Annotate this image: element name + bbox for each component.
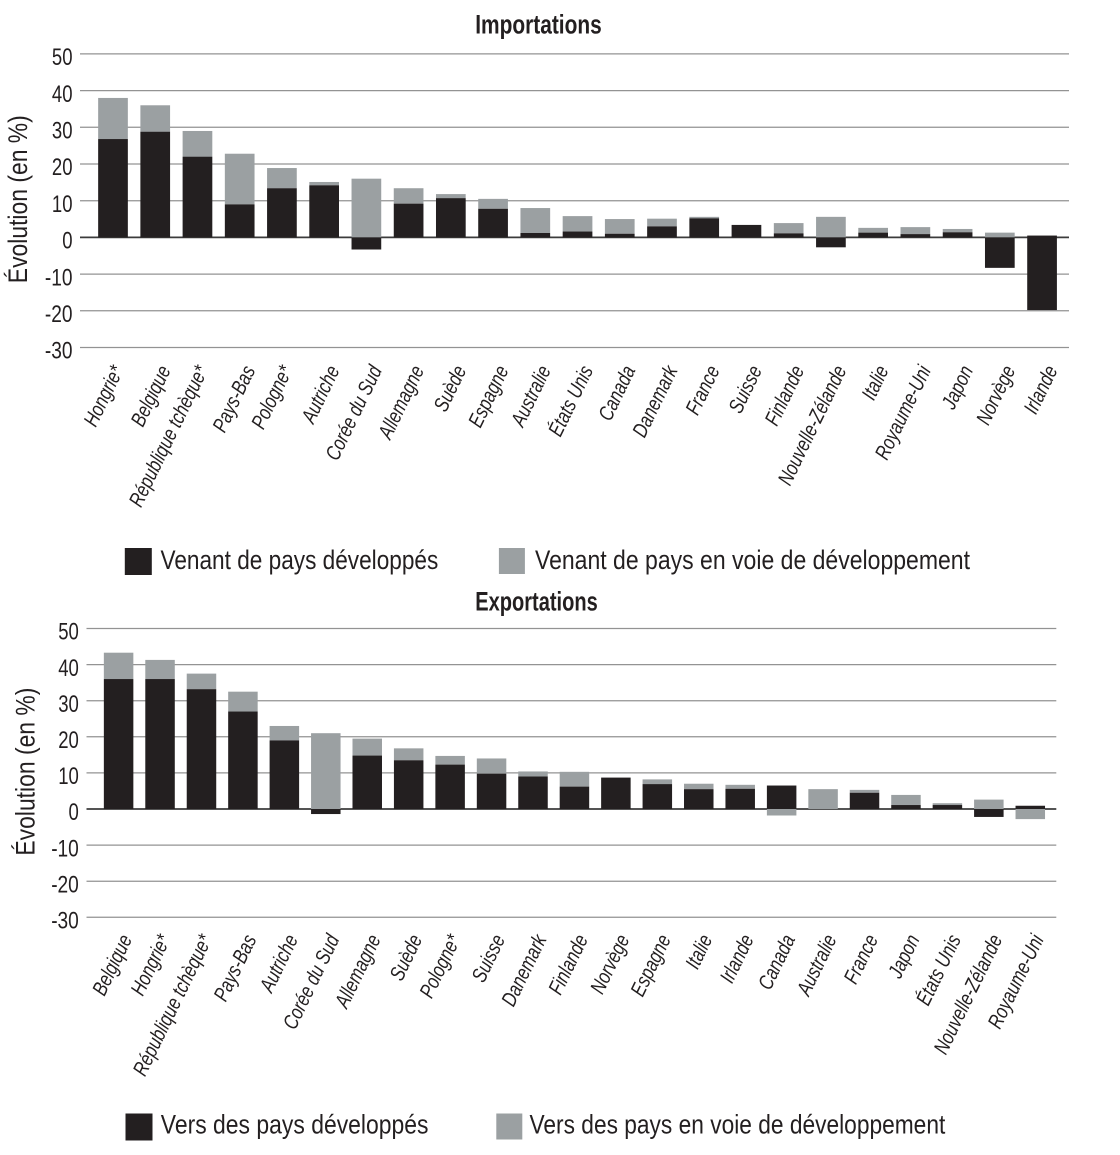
svg-text:40: 40: [58, 655, 79, 682]
svg-text:Suède: Suède: [430, 362, 472, 415]
svg-text:Évolution (en %): Évolution (en %): [3, 115, 33, 283]
svg-text:40: 40: [52, 81, 73, 108]
svg-text:-20: -20: [51, 871, 79, 898]
svg-text:Canada: Canada: [594, 362, 640, 424]
svg-text:Japon: Japon: [937, 362, 978, 414]
svg-text:Irlande: Irlande: [716, 931, 759, 987]
svg-text:Exportations: Exportations: [475, 587, 598, 617]
svg-text:30: 30: [52, 118, 73, 145]
svg-text:Importations: Importations: [475, 10, 602, 40]
svg-text:Venant de pays développés: Venant de pays développés: [161, 545, 439, 575]
svg-text:Vers des pays développés: Vers des pays développés: [161, 1110, 429, 1140]
svg-text:Suède: Suède: [386, 931, 428, 984]
svg-text:Vers des pays en voie de dével: Vers des pays en voie de développement: [530, 1110, 946, 1140]
svg-text:Irlande: Irlande: [1020, 362, 1063, 418]
svg-text:Venant de pays en voie de déve: Venant de pays en voie de développement: [535, 545, 970, 575]
svg-text:Finlande: Finlande: [545, 931, 594, 998]
svg-text:10: 10: [58, 763, 79, 790]
svg-text:50: 50: [58, 619, 79, 646]
svg-text:Suisse: Suisse: [725, 362, 768, 417]
svg-text:10: 10: [52, 191, 73, 218]
svg-text:20: 20: [58, 727, 79, 754]
svg-text:Italie: Italie: [681, 931, 717, 973]
svg-text:-10: -10: [51, 835, 79, 862]
svg-text:50: 50: [52, 44, 73, 71]
svg-text:-30: -30: [51, 908, 79, 935]
svg-text:France: France: [840, 931, 884, 988]
svg-text:-10: -10: [45, 264, 73, 291]
svg-text:Pays-Bas: Pays-Bas: [210, 931, 262, 1005]
svg-text:Espagne: Espagne: [464, 362, 514, 431]
svg-text:-20: -20: [45, 301, 73, 328]
svg-text:Japon: Japon: [884, 931, 925, 983]
svg-text:0: 0: [62, 228, 72, 255]
svg-text:30: 30: [58, 691, 79, 718]
svg-text:Norvège: Norvège: [972, 362, 1020, 429]
svg-text:Suisse: Suisse: [468, 931, 511, 986]
svg-text:Canada: Canada: [754, 931, 800, 993]
svg-text:République tchèque*: République tchèque*: [129, 931, 218, 1080]
svg-text:0: 0: [69, 799, 79, 826]
svg-text:Autriche: Autriche: [297, 362, 345, 428]
svg-text:-30: -30: [45, 338, 73, 365]
svg-text:Italie: Italie: [858, 362, 894, 404]
svg-text:20: 20: [52, 154, 73, 181]
svg-text:France: France: [682, 362, 726, 419]
svg-text:Évolution (en %): Évolution (en %): [11, 688, 41, 856]
svg-text:Hongrie*: Hongrie*: [80, 362, 129, 431]
